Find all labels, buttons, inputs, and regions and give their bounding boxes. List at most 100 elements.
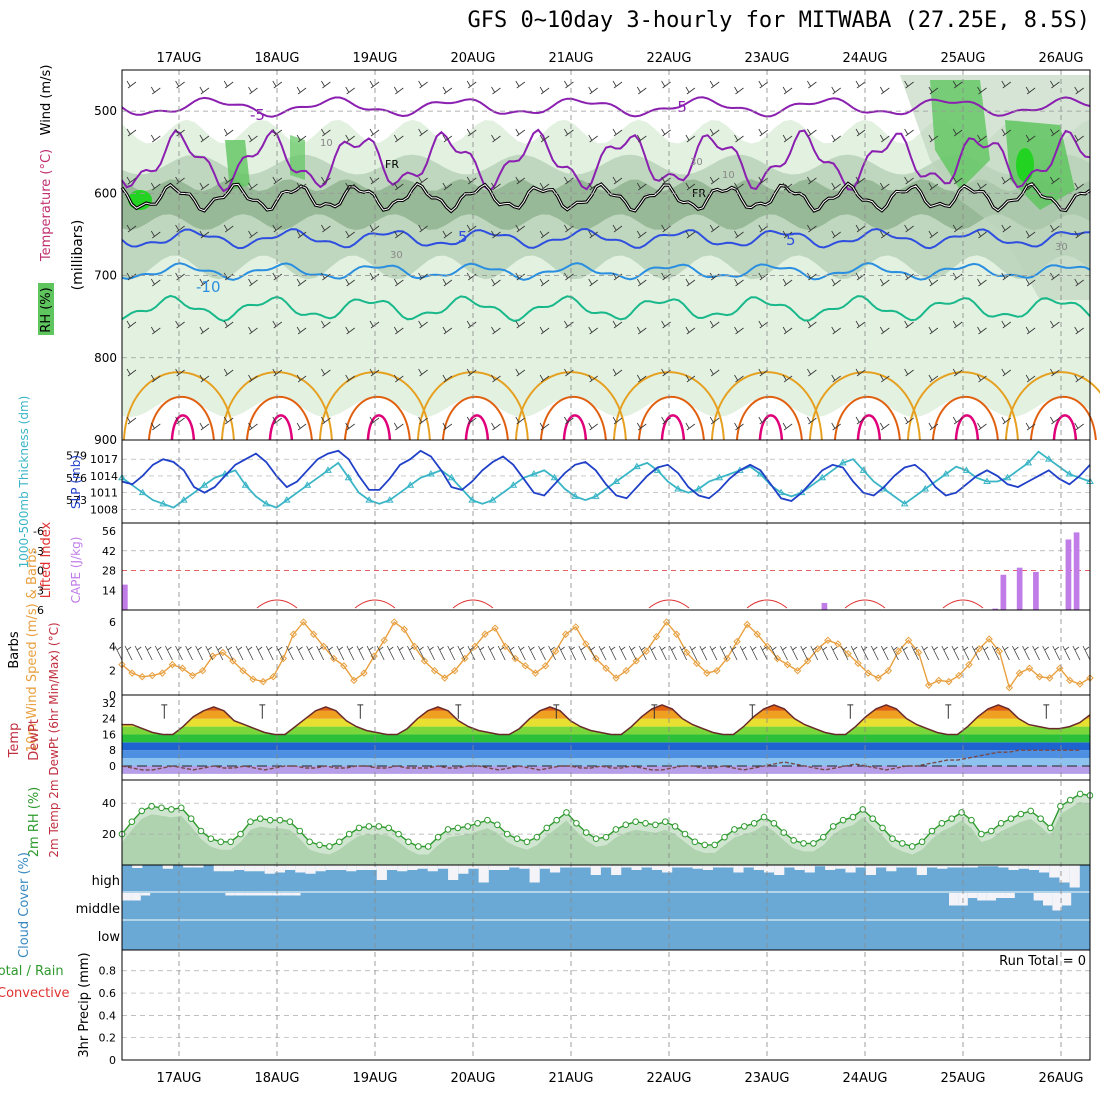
wind-barb xyxy=(564,80,574,89)
temp-band xyxy=(122,734,1090,743)
cloud-high-gap xyxy=(193,865,204,868)
wind-speed-marker xyxy=(330,654,338,663)
cloud-high-gap xyxy=(825,865,836,870)
thickness-series-marker xyxy=(900,499,909,507)
thickness-series-marker xyxy=(324,466,332,473)
wind-barb-10m xyxy=(790,645,798,661)
cloud-high-gap xyxy=(285,865,296,870)
cloud-middle-gap xyxy=(234,893,245,896)
rh2m-marker xyxy=(691,838,699,846)
rh2m-marker xyxy=(316,841,323,849)
wind-barb xyxy=(393,278,404,287)
wind-barb xyxy=(588,182,598,191)
temp-tick-label: 16 xyxy=(102,728,116,741)
date-label-bottom: 26AUG xyxy=(1038,1071,1083,1086)
wind-barb-10m xyxy=(124,645,133,661)
thickness-series-marker xyxy=(777,488,785,496)
rh2m-marker xyxy=(661,818,669,826)
li-tick-label: -6 xyxy=(33,525,44,538)
wind-barb xyxy=(709,176,720,185)
rh2m-marker xyxy=(533,833,541,841)
cloud-high-gap xyxy=(886,865,897,872)
wind-barb-10m xyxy=(477,645,486,661)
rh-contour-label: 30 xyxy=(690,157,703,168)
wind-barb xyxy=(272,320,283,329)
wind-speed-marker xyxy=(380,636,388,645)
wind-barb xyxy=(928,134,939,143)
cloud-high-gap xyxy=(417,865,428,869)
rh-legend-swatch xyxy=(38,283,54,335)
cloud-high-gap xyxy=(346,865,357,872)
warm-lobe-core xyxy=(1052,414,1078,441)
wind-speed-marker xyxy=(682,648,691,657)
wind-barb xyxy=(855,80,866,89)
wind-barb-10m xyxy=(114,645,123,661)
thickness-series-marker xyxy=(303,481,312,488)
wind-speed-marker xyxy=(965,660,973,669)
wind-speed-marker xyxy=(531,669,540,677)
cloud-high-gap xyxy=(448,865,459,880)
rh2m-marker xyxy=(1017,810,1025,818)
wind-barb-10m xyxy=(981,645,990,661)
temp-maxmin-bar xyxy=(161,704,168,719)
thickness-series-marker xyxy=(1065,470,1074,477)
temp-maxmin-bar xyxy=(357,704,364,719)
thickness-series-marker xyxy=(550,473,559,481)
wind-barb-10m xyxy=(457,645,466,661)
rh2m-marker xyxy=(1007,815,1015,822)
thickness-series-marker xyxy=(1044,455,1053,462)
wind-barb xyxy=(272,416,283,425)
warm-lobe-inner xyxy=(1029,395,1097,441)
wind-speed-marker xyxy=(158,669,167,677)
wind-barb xyxy=(636,134,647,143)
thickness-series-marker xyxy=(1003,473,1012,481)
rh2m-marker xyxy=(1047,824,1054,832)
rh2m-marker xyxy=(286,818,294,826)
warm-lobe-inner xyxy=(441,395,509,441)
wind-barb xyxy=(1050,224,1060,233)
rh2m-marker xyxy=(395,830,402,838)
wind-barb xyxy=(345,86,355,95)
wind-barb xyxy=(879,326,890,335)
wind-barb xyxy=(442,230,453,239)
rh2m-marker xyxy=(622,821,630,829)
wind-barb xyxy=(1001,224,1012,233)
wind-speed-marker xyxy=(662,618,671,626)
cloud-high-gap xyxy=(356,865,367,870)
wind-barb xyxy=(466,320,477,329)
wind-speed-marker xyxy=(1056,664,1064,672)
cloud-high-gap xyxy=(1059,865,1070,883)
cloud-high-gap xyxy=(499,865,510,870)
wind-barb xyxy=(126,80,137,89)
wind-speed-marker xyxy=(521,662,530,670)
wind-barb xyxy=(928,182,939,191)
wind-barb xyxy=(418,320,428,329)
panel-frame-precip xyxy=(121,949,1091,1061)
wind-barb-10m xyxy=(447,645,456,661)
warm-lobe-core xyxy=(464,414,490,441)
cloud-middle-gap xyxy=(1052,893,1062,911)
thickness-series-marker xyxy=(818,473,827,481)
wind-barb-10m xyxy=(770,645,778,661)
rh2m-marker xyxy=(444,826,452,833)
wind-barb xyxy=(1001,176,1012,185)
thickness-axis-label: 1000-500mb Thickness (dm) xyxy=(17,396,31,569)
temp-band xyxy=(122,766,1090,774)
rh2m-marker xyxy=(899,840,906,847)
cloud-middle-gap xyxy=(140,893,151,896)
rh2m-marker xyxy=(464,823,472,830)
wind-barb xyxy=(831,134,841,143)
cloud-middle-gap xyxy=(131,893,141,901)
wind-barb xyxy=(1025,230,1036,239)
wind-barb-10m xyxy=(366,645,375,661)
wind-speed-marker xyxy=(511,654,519,663)
rh2m-marker xyxy=(829,823,837,830)
wind-barb xyxy=(1050,80,1060,89)
slp-tick-label: 1014 xyxy=(90,470,118,483)
wind-barb xyxy=(393,86,404,95)
wind-speed-marker xyxy=(178,664,187,672)
cloud-middle-gap xyxy=(986,893,997,901)
pressure-tick-label: 900 xyxy=(94,433,117,447)
wind-barb xyxy=(199,134,210,143)
cloud-axis-label: Cloud Cover (%) xyxy=(17,852,32,958)
